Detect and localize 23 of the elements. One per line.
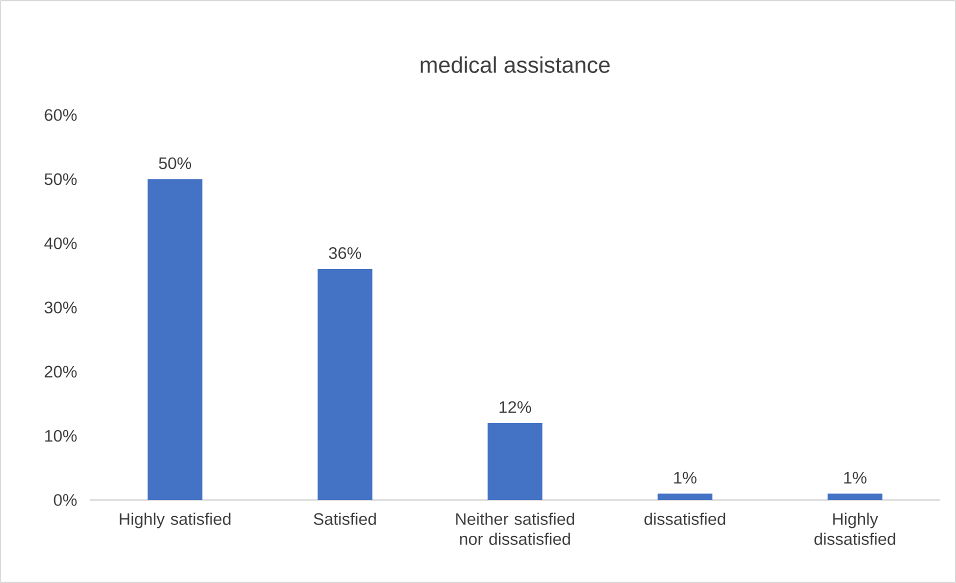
y-tick-label: 20% [44,366,77,378]
x-tick-label: Satisfied [314,512,376,525]
data-label: 1% [674,472,696,484]
y-tick-label: 0% [54,494,77,506]
data-label: 50% [158,157,192,170]
y-tick-label: 40% [44,237,77,250]
y-tick-label: 50% [44,173,77,186]
y-tick-label: 30% [44,302,77,314]
x-tick-label: Highly dissatisfied [814,512,896,545]
x-tick-label: dissatisfied [644,512,726,525]
bar [828,494,882,500]
x-tick-label: Neither satisfied nor dissatisfied [456,512,574,545]
y-tick-label: 60% [44,109,77,121]
y-tick-label: 10% [45,430,77,442]
bar [318,269,372,500]
bar [658,494,712,500]
data-label: 36% [328,247,362,259]
chart-title: medical assistance [420,56,610,73]
data-label: 12% [500,401,532,413]
bar [148,179,202,500]
x-tick-label: Highly satisfied [120,512,230,528]
bar [488,423,542,500]
data-label: 1% [844,472,866,484]
